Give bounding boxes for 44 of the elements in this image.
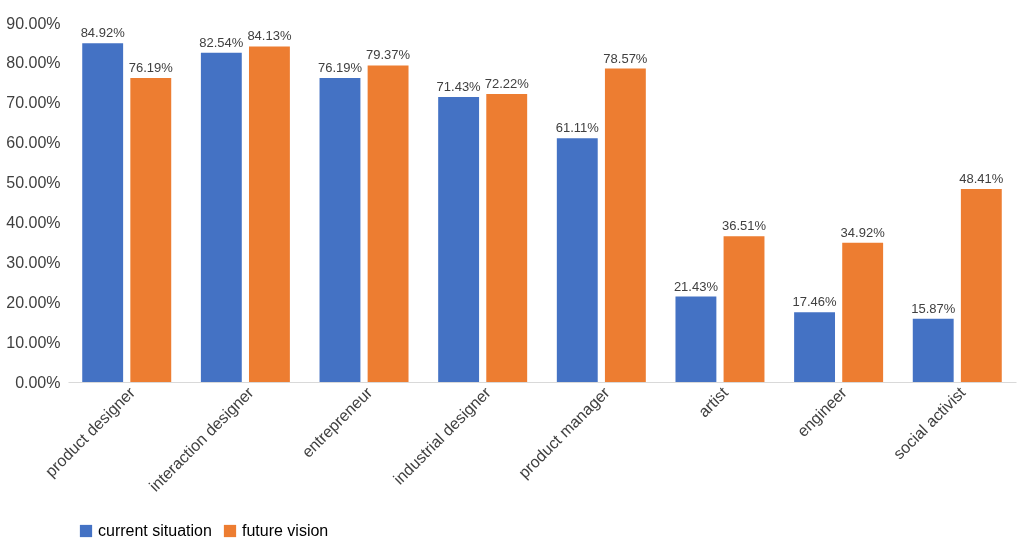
data-label: 34.92%	[840, 224, 886, 240]
bar	[912, 318, 954, 382]
bar	[130, 78, 172, 382]
data-label: 17.46%	[792, 294, 838, 310]
data-label: 15.87%	[911, 300, 956, 316]
y-tick-label: 50.00%	[6, 174, 61, 192]
bar	[556, 138, 598, 382]
bar	[319, 78, 361, 382]
y-tick-label: 20.00%	[6, 293, 61, 311]
data-label: 21.43%	[673, 278, 719, 294]
y-tick-label: 60.00%	[6, 134, 61, 152]
bar	[604, 68, 646, 382]
data-label: 82.54%	[199, 34, 244, 50]
bar	[248, 46, 290, 382]
y-tick-label: 70.00%	[6, 94, 61, 112]
legend-label: current situation	[98, 522, 212, 539]
y-tick-label: 80.00%	[6, 54, 61, 72]
bar	[675, 296, 717, 382]
data-label: 36.51%	[721, 218, 767, 234]
data-label: 84.92%	[80, 25, 126, 41]
data-label: 72.22%	[484, 75, 530, 91]
y-tick-label: 10.00%	[6, 333, 61, 351]
data-label: 79.37%	[366, 47, 411, 63]
bar	[794, 312, 836, 382]
y-tick-label: 90.00%	[6, 14, 61, 32]
data-label: 78.57%	[603, 50, 648, 66]
data-label: 71.43%	[436, 79, 482, 95]
data-label: 76.19%	[317, 60, 363, 76]
y-tick-label: 0.00%	[15, 373, 61, 391]
data-label: 76.19%	[128, 60, 174, 76]
bar	[82, 43, 124, 382]
bar	[438, 97, 480, 382]
legend-label: future vision	[242, 522, 329, 539]
bar	[723, 236, 765, 382]
bar	[842, 242, 884, 382]
bar	[200, 52, 242, 382]
bar	[367, 65, 409, 382]
bar	[960, 188, 1002, 382]
data-label: 48.41%	[959, 170, 1004, 186]
bar	[486, 93, 528, 382]
y-tick-label: 40.00%	[6, 213, 61, 231]
data-label: 61.11%	[555, 120, 600, 136]
y-tick-label: 30.00%	[6, 253, 61, 271]
data-label: 84.13%	[247, 28, 292, 44]
